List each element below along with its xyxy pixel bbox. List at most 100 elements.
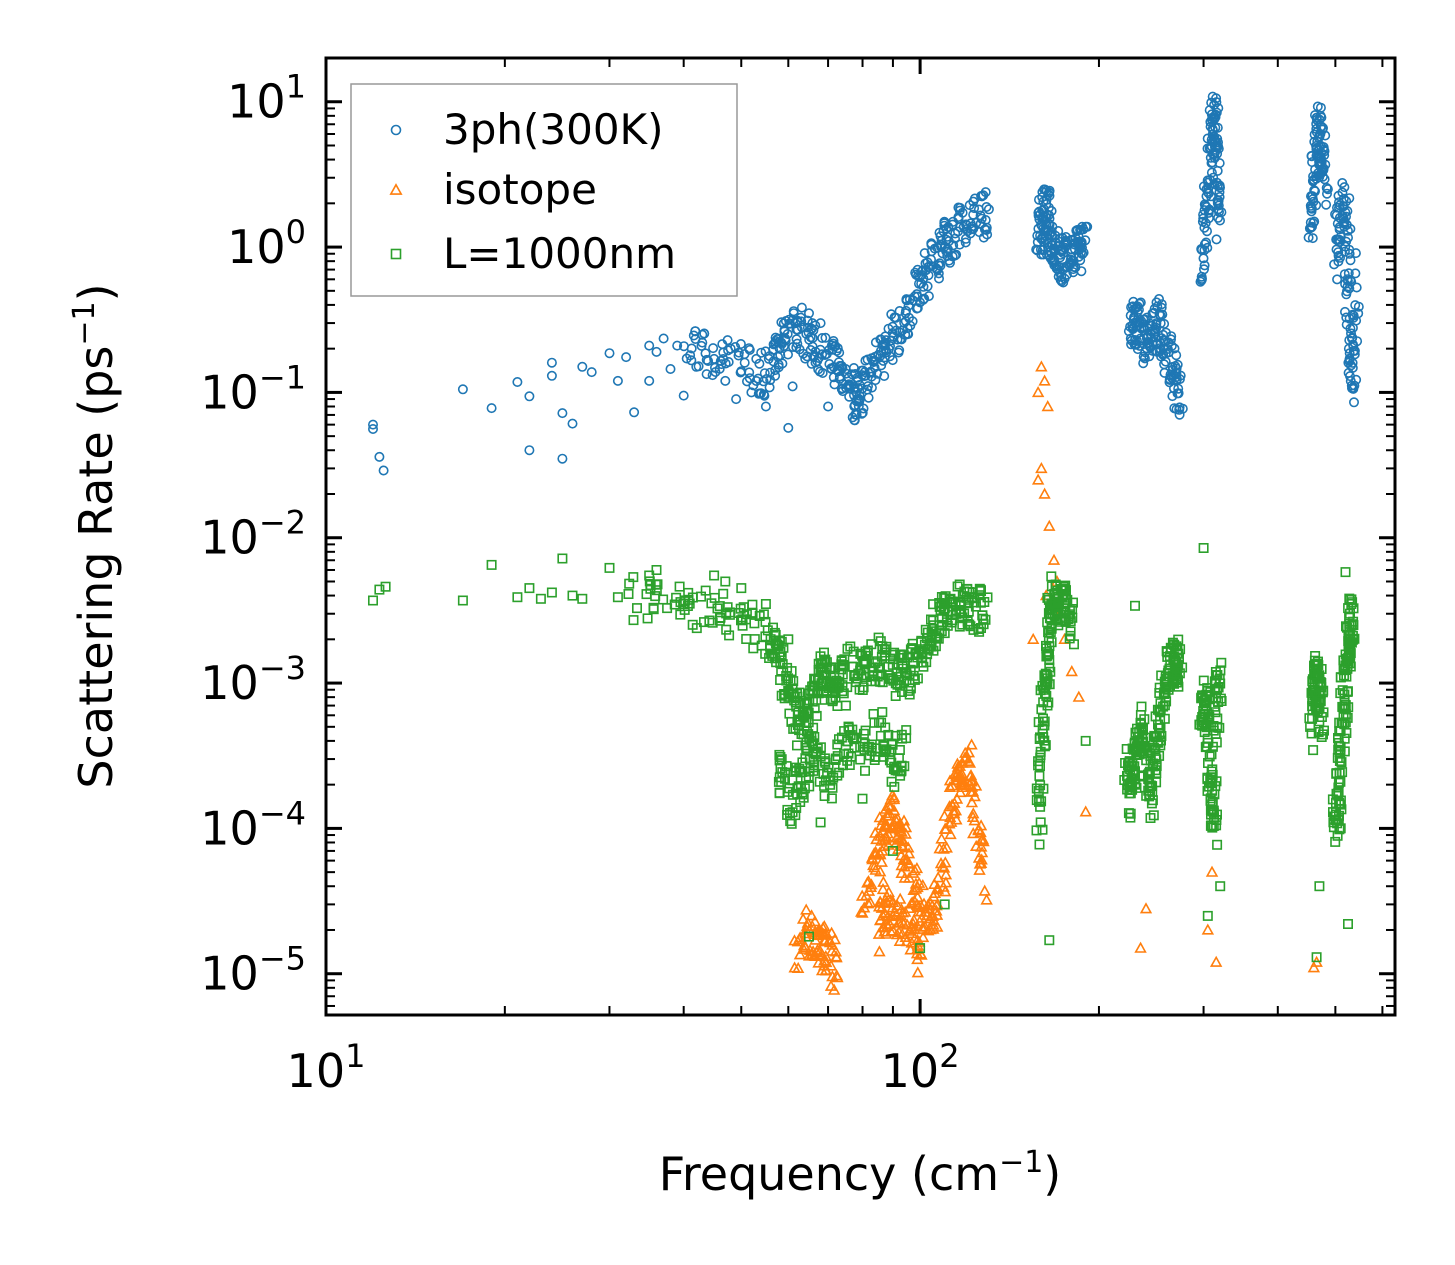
data-point-circle (876, 360, 887, 371)
data-point-square (790, 765, 801, 776)
data-point-square (850, 677, 861, 688)
data-point-circle (1077, 249, 1088, 260)
data-point-square (1038, 697, 1049, 708)
data-point-triangle (897, 835, 910, 847)
data-point-square (875, 636, 886, 647)
data-point-square (512, 592, 523, 603)
data-point-circle (759, 368, 770, 379)
data-point-circle (1154, 293, 1165, 304)
data-point-triangle (910, 943, 924, 955)
data-point-square (754, 610, 765, 621)
data-point-triangle (1205, 865, 1219, 877)
data-point-square (1345, 661, 1356, 672)
data-point-square (878, 747, 889, 758)
data-point-circle (960, 233, 971, 244)
data-point-square (722, 602, 733, 613)
data-point-circle (788, 308, 799, 319)
data-point-square (936, 626, 947, 637)
data-point-triangle (806, 919, 819, 931)
data-point-circle (1077, 221, 1088, 232)
data-point-circle (546, 357, 557, 368)
data-point-square (797, 757, 808, 768)
data-point-square (849, 671, 860, 682)
data-point-circle (832, 343, 843, 354)
legend-label: isotope (443, 165, 597, 214)
data-point-circle (1346, 328, 1357, 339)
data-point-square (1035, 801, 1046, 812)
data-point-triangle (1035, 360, 1048, 372)
data-point-square (1312, 706, 1323, 717)
data-point-square (1341, 727, 1352, 738)
data-point-square (735, 603, 746, 614)
data-point-circle (756, 347, 767, 358)
data-point-square (809, 760, 820, 771)
data-point-triangle (899, 827, 912, 839)
data-point-square (947, 615, 958, 626)
data-point-square (894, 680, 905, 691)
data-point-square (1035, 817, 1046, 828)
data-point-triangle (955, 776, 968, 788)
data-point-triangle (908, 923, 921, 935)
data-point-circle (672, 340, 683, 351)
data-point-triangle (1079, 805, 1092, 817)
data-point-square (809, 703, 820, 714)
data-point-square (1335, 725, 1346, 736)
data-point-circle (1164, 373, 1175, 384)
data-point-circle (1315, 129, 1326, 140)
data-point-circle (880, 331, 891, 342)
data-point-square (1152, 736, 1163, 747)
data-point-triangle (938, 809, 951, 821)
data-point-circle (690, 326, 701, 337)
data-point-square (1204, 751, 1215, 762)
data-point-circle (546, 370, 557, 381)
data-point-square (1211, 776, 1222, 787)
data-point-square (785, 816, 796, 827)
data-point-circle (1138, 358, 1149, 369)
data-point-circle (1322, 188, 1333, 199)
tick-label-layer: 101 102 101 100 10−1 10−2 10−3 10−4 10−5 (200, 68, 959, 1098)
data-point-square (832, 700, 843, 711)
data-point-triangle (910, 861, 924, 874)
data-point-square (1154, 723, 1165, 734)
data-point-square (945, 593, 956, 604)
data-point-square (843, 748, 854, 759)
data-point-square (884, 746, 895, 757)
data-point-square (567, 590, 578, 601)
data-point-circle (807, 318, 818, 329)
data-point-circle (1215, 182, 1226, 193)
data-point-triangle (1043, 519, 1056, 531)
data-point-triangle (903, 871, 916, 883)
data-point-circle (586, 367, 597, 378)
data-point-square (1346, 637, 1357, 648)
data-point-circle (894, 345, 905, 356)
data-point-circle (854, 394, 865, 405)
data-point-square (1309, 655, 1320, 666)
data-point-circle (1212, 180, 1223, 191)
data-point-circle (889, 312, 900, 323)
data-point-circle (1306, 202, 1317, 213)
data-point-square (1335, 752, 1346, 763)
data-point-circle (743, 343, 754, 354)
data-point-triangle (916, 922, 929, 934)
data-point-circle (860, 370, 871, 381)
data-point-square (788, 676, 799, 687)
data-point-circle (1165, 369, 1176, 380)
data-point-square (887, 659, 898, 670)
data-point-triangle (1201, 923, 1215, 935)
data-point-square (1331, 809, 1342, 820)
data-point-triangle (868, 861, 881, 873)
data-point-triangle (1065, 665, 1078, 677)
data-point-square (1062, 594, 1073, 605)
data-point-square (870, 658, 881, 669)
data-point-square (546, 587, 557, 598)
data-point-circle (765, 367, 776, 378)
data-point-triangle (862, 897, 875, 909)
data-point-circle (557, 408, 568, 419)
data-point-circle (896, 334, 907, 345)
data-point-triangle (1038, 487, 1051, 499)
data-point-square (1211, 814, 1222, 825)
data-point-square (1337, 685, 1348, 696)
data-point-triangle (945, 798, 959, 810)
data-point-square (1314, 695, 1325, 706)
data-point-triangle (937, 861, 951, 873)
